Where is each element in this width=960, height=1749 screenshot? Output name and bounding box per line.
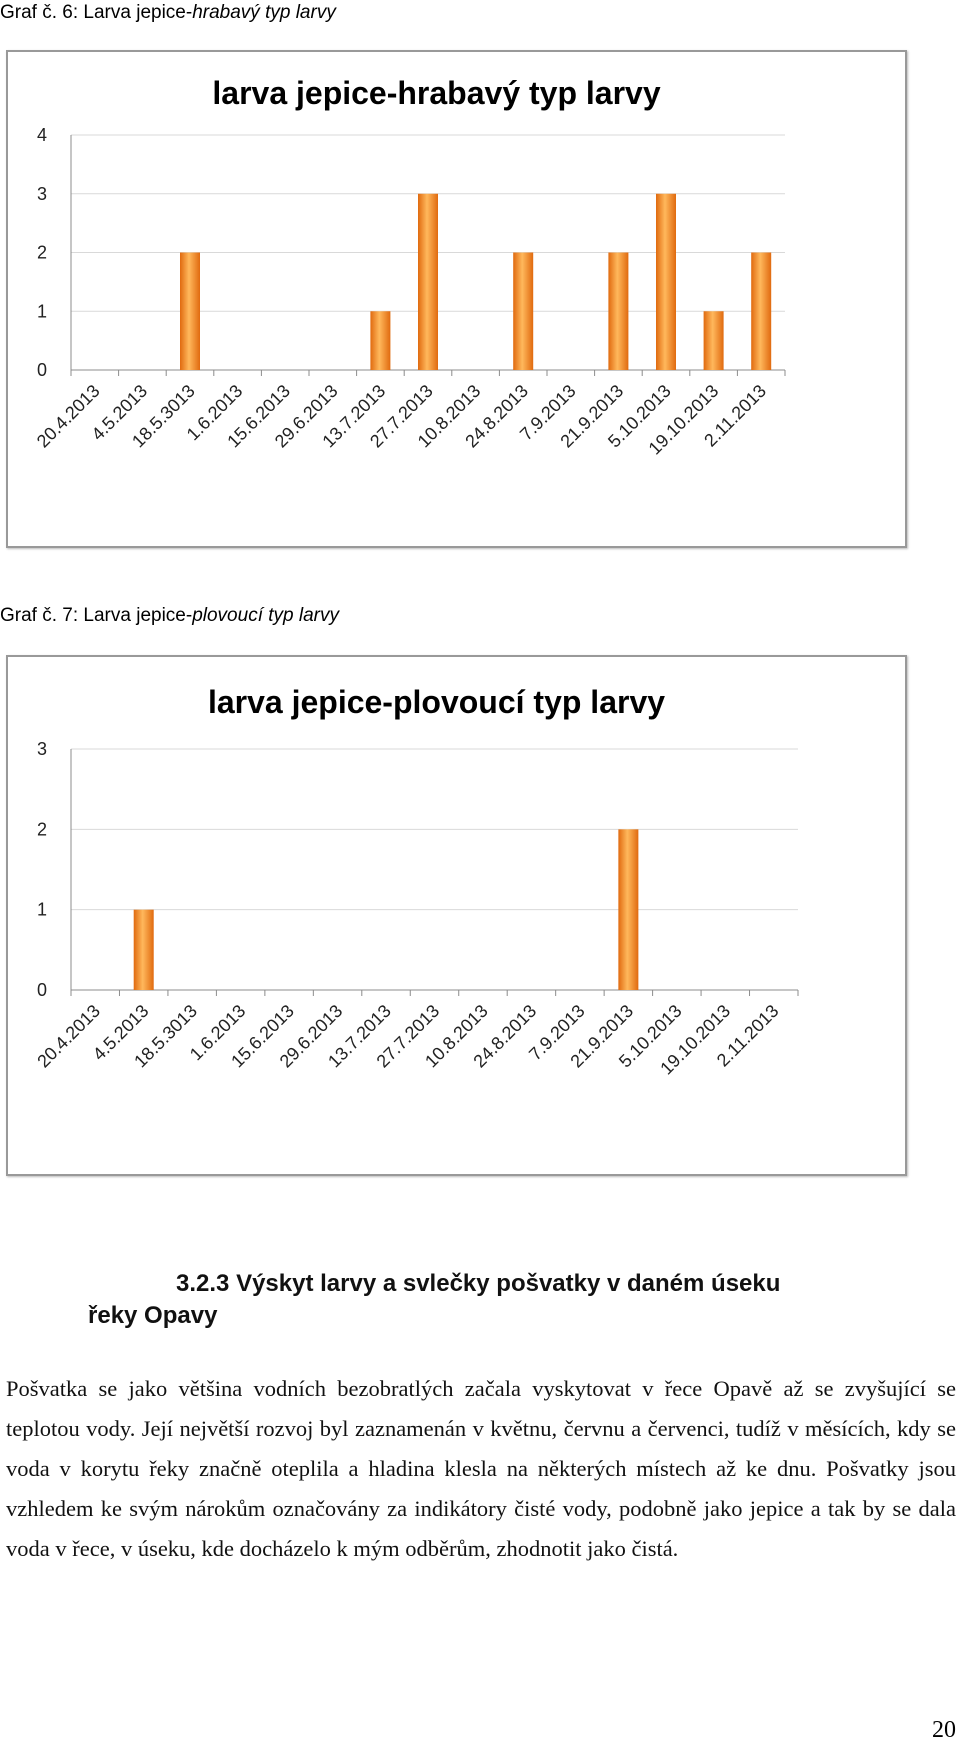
y-tick-label: 2 — [37, 819, 47, 839]
figure-caption-7: Graf č. 7: Larva jepice-plovoucí typ lar… — [0, 605, 339, 627]
chart-hrabavy: larva jepice-hrabavý typ larvy 0 1 2 3 4 20.4.… — [6, 50, 907, 548]
section-title-line2: řeky Opavy — [88, 1302, 218, 1329]
section-heading: 3.2.3 Výskyt larvy a svlečky pošvatky v … — [88, 1268, 908, 1332]
figure-caption-6: Graf č. 6: Larva jepice-hrabavý typ larv… — [0, 2, 336, 24]
section-heading-line1: 3.2.3 Výskyt larvy a svlečky pošvatky v … — [88, 1268, 908, 1300]
y-tick-label: 1 — [37, 301, 47, 321]
section-number: 3.2.3 — [176, 1270, 230, 1297]
caption-rest: plovoucí typ larvy — [192, 605, 339, 626]
section-title-line1: Výskyt larvy a svlečky pošvatky v daném … — [236, 1270, 781, 1297]
bar — [618, 829, 639, 990]
bar — [608, 252, 629, 370]
chart-title: larva jepice-plovoucí typ larvy — [208, 684, 665, 720]
bar — [180, 252, 200, 370]
y-tick-label: 0 — [37, 980, 47, 1000]
x-category-label: 20.4.2013 — [33, 1001, 104, 1072]
y-tick-label: 4 — [37, 125, 47, 145]
y-tick-label: 3 — [37, 184, 47, 204]
bar — [751, 252, 772, 370]
bar — [418, 193, 438, 370]
chart-title: larva jepice-hrabavý typ larvy — [212, 75, 660, 111]
chart-plovouci: larva jepice-plovoucí typ larvy 0 1 2 3 20.4.… — [6, 655, 907, 1176]
y-tick-label: 2 — [37, 243, 47, 263]
bar — [656, 193, 676, 370]
y-tick-label: 3 — [37, 739, 47, 759]
caption-prefix: Graf č. 6: Larva jepice- — [0, 2, 193, 23]
y-tick-label: 0 — [37, 360, 47, 380]
bar — [370, 311, 391, 370]
x-category-label: 20.4.2013 — [33, 381, 104, 452]
page-number: 20 — [932, 1717, 956, 1743]
chart-hrabavy-svg: larva jepice-hrabavý typ larvy 0 1 2 3 4 20.4.… — [33, 75, 786, 459]
y-tick-label: 1 — [37, 900, 47, 920]
bar — [703, 311, 724, 370]
chart-plovouci-svg: larva jepice-plovoucí typ larvy 0 1 2 3 20.4.… — [33, 684, 799, 1079]
bar — [513, 252, 534, 370]
caption-prefix: Graf č. 7: Larva jepice- — [0, 605, 193, 626]
caption-rest: hrabavý typ larvy — [192, 2, 336, 23]
body-paragraph: Pošvatka se jako většina vodních bezobra… — [6, 1376, 956, 1561]
bar — [133, 909, 154, 990]
